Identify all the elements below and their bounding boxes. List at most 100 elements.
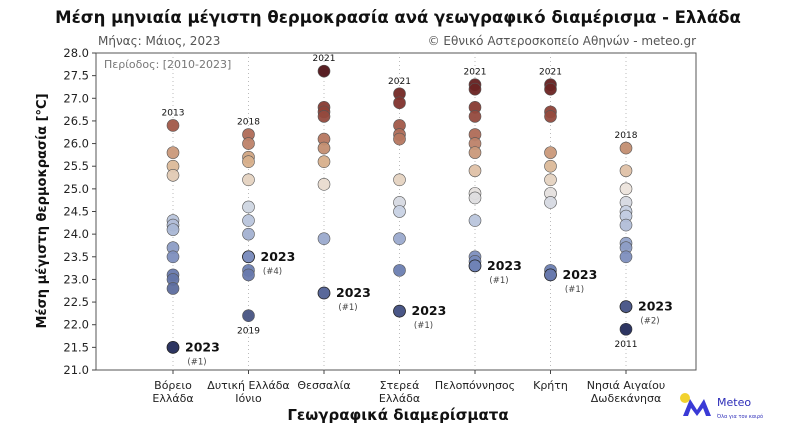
y-tick-label: 22.0 [63, 318, 89, 332]
period-note: Περίοδος: [2010-2023] [104, 58, 231, 71]
data-point [468, 191, 482, 205]
data-point-2023 [317, 286, 331, 300]
rank-2023-label: (#4) [263, 267, 282, 277]
y-tick-label: 21.5 [63, 340, 89, 354]
data-point [544, 110, 557, 123]
data-point-2023 [468, 259, 482, 273]
y-tick-label: 25.0 [63, 182, 89, 196]
max-year-label: 2021 [464, 68, 487, 78]
data-point [242, 309, 255, 322]
data-point [242, 173, 255, 187]
chart-credit: © Εθνικό Αστεροσκοπείο Αθηνών - meteo.gr [428, 34, 696, 48]
data-point [468, 82, 482, 96]
logo-sun-icon [680, 393, 690, 403]
logo-m-icon [683, 399, 711, 416]
x-axis-title: Γεωγραφικά διαμερίσματα [287, 406, 508, 424]
x-tick-label: Νησιά Αιγαίου [587, 379, 665, 392]
data-point [544, 196, 557, 209]
rank-2023-label: (#2) [640, 317, 659, 327]
y-tick-label: 21.0 [63, 363, 89, 377]
y-tick-label: 23.5 [63, 250, 89, 264]
x-tick-label: Κρήτη [533, 379, 568, 392]
data-point [468, 146, 482, 159]
label-2023: 2023 [487, 258, 522, 273]
data-point [393, 264, 406, 277]
min-year-label: 2011 [615, 340, 638, 350]
y-axis: 21.0 21.5 22.0 22.5 23.0 23.5 24.0 24.5 25.0 25.5… [63, 46, 96, 377]
label-2023: 2023 [185, 339, 220, 354]
label-2023: 2023 [412, 303, 447, 318]
y-tick-label: 27.0 [63, 91, 89, 105]
y-tick-label: 22.5 [63, 295, 89, 309]
data-point [393, 232, 406, 245]
x-tick-label: Στερεά [380, 379, 420, 392]
data-point [242, 227, 255, 241]
rank-2023-label: (#1) [565, 285, 584, 295]
data-point [619, 182, 633, 196]
data-point [166, 250, 180, 264]
data-point [393, 96, 406, 110]
data-point [317, 232, 331, 245]
data-point [166, 223, 180, 236]
y-tick-label: 23.0 [63, 272, 89, 286]
rank-2023-label: (#1) [338, 303, 357, 313]
max-year-label: 2021 [388, 77, 411, 87]
data-point [468, 164, 482, 178]
data-point [242, 200, 255, 214]
data-point-2023 [544, 268, 557, 282]
meteo-logo: Meteo Όλα για τον καιρό [680, 393, 763, 420]
y-tick-label: 27.5 [63, 69, 89, 83]
y-tick-label: 26.0 [63, 137, 89, 151]
data-point-2023 [242, 250, 255, 264]
x-tick-label-line2: Δωδεκάνησα [591, 392, 662, 405]
max-year-label: 2018 [237, 118, 260, 128]
data-points [166, 64, 633, 354]
x-tick-label: Βόρειο [154, 379, 192, 392]
data-point [242, 214, 255, 227]
rank-2023-label: (#1) [489, 276, 508, 286]
label-2023: 2023 [336, 285, 371, 300]
y-tick-label: 28.0 [63, 46, 89, 60]
y-tick-label: 24.5 [63, 205, 89, 219]
data-point-2023 [619, 300, 633, 314]
data-point [468, 110, 482, 123]
rank-2023-label: (#1) [414, 321, 433, 331]
y-tick-label: 26.5 [63, 114, 89, 128]
data-point [544, 173, 557, 187]
x-tick-label: Θεσσαλία [297, 379, 350, 392]
chart-subtitle-month: Μήνας: Μάιος, 2023 [98, 34, 220, 48]
data-point [317, 155, 331, 168]
x-tick-label-line2: Ιόνιο [235, 392, 262, 405]
data-point [242, 137, 255, 150]
data-point-2023 [393, 304, 406, 318]
data-point-2023 [166, 340, 180, 354]
label-2023: 2023 [638, 299, 673, 314]
data-point [544, 159, 557, 173]
data-point [393, 132, 406, 146]
data-point [166, 146, 180, 159]
max-year-label: 2021 [313, 54, 336, 64]
data-point [242, 268, 255, 282]
max-year-label: 2021 [539, 68, 562, 78]
y-tick-label: 24.0 [63, 227, 89, 241]
data-point [242, 155, 255, 168]
data-point [544, 146, 557, 159]
annotations: 2013 2023 (#1) 2018 2019 2023 (#4) 2021 2023 (#1)… [162, 54, 673, 367]
data-point [166, 119, 180, 132]
x-tick-label-line2: Ελλάδα [379, 392, 420, 405]
logo-tagline: Όλα για τον καιρό [716, 413, 763, 420]
data-point [317, 178, 331, 191]
data-point [619, 164, 633, 178]
data-point [619, 250, 633, 264]
x-tick-label: Πελοπόννησος [435, 379, 515, 392]
data-point [619, 218, 633, 232]
y-axis-title: Μέση μέγιστη θερμοκρασία [°C] [35, 93, 50, 328]
data-point [544, 82, 557, 96]
max-year-label: 2013 [162, 108, 185, 118]
data-point [317, 141, 331, 155]
data-point [317, 64, 331, 78]
x-tick-label: Δυτική Ελλάδα [207, 379, 289, 392]
data-point-min [619, 322, 633, 336]
